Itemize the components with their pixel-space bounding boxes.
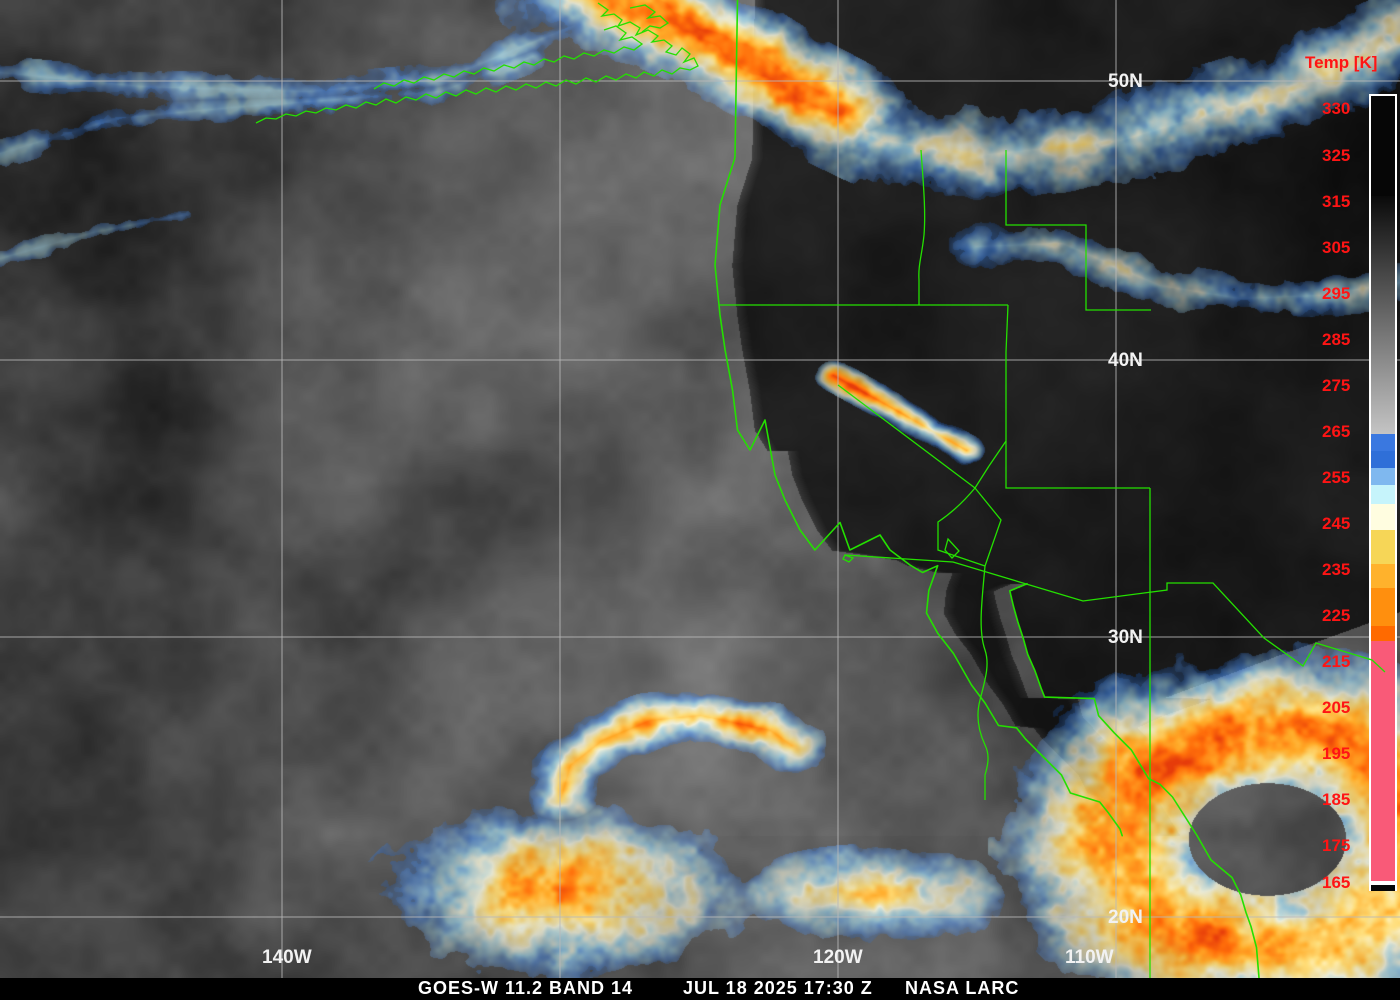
svg-text:120W: 120W [813, 947, 863, 968]
svg-text:185: 185 [1322, 790, 1350, 809]
svg-text:30N: 30N [1108, 627, 1143, 648]
svg-text:215: 215 [1322, 652, 1350, 671]
svg-text:265: 265 [1322, 422, 1350, 441]
svg-text:225: 225 [1322, 606, 1350, 625]
svg-text:195: 195 [1322, 744, 1350, 763]
svg-text:285: 285 [1322, 330, 1350, 349]
svg-text:175: 175 [1322, 836, 1350, 855]
svg-text:275: 275 [1322, 376, 1350, 395]
svg-text:JUL 18 2025 17:30 Z: JUL 18 2025 17:30 Z [683, 978, 873, 998]
svg-text:205: 205 [1322, 698, 1350, 717]
svg-text:20N: 20N [1108, 907, 1143, 928]
svg-text:50N: 50N [1108, 71, 1143, 92]
svg-text:40N: 40N [1108, 350, 1143, 371]
svg-text:330: 330 [1322, 99, 1350, 118]
svg-text:110W: 110W [1065, 947, 1114, 968]
svg-text:305: 305 [1322, 238, 1350, 257]
svg-text:NASA LARC: NASA LARC [905, 978, 1019, 998]
svg-text:165: 165 [1322, 873, 1350, 892]
svg-text:255: 255 [1322, 468, 1350, 487]
svg-text:315: 315 [1322, 192, 1350, 211]
svg-text:245: 245 [1322, 514, 1350, 533]
svg-text:235: 235 [1322, 560, 1350, 579]
svg-text:295: 295 [1322, 284, 1350, 303]
svg-text:Temp [K]: Temp [K] [1305, 53, 1377, 72]
svg-text:325: 325 [1322, 146, 1350, 165]
svg-text:GOES-W 11.2 BAND 14: GOES-W 11.2 BAND 14 [418, 978, 633, 998]
svg-text:140W: 140W [262, 947, 312, 968]
